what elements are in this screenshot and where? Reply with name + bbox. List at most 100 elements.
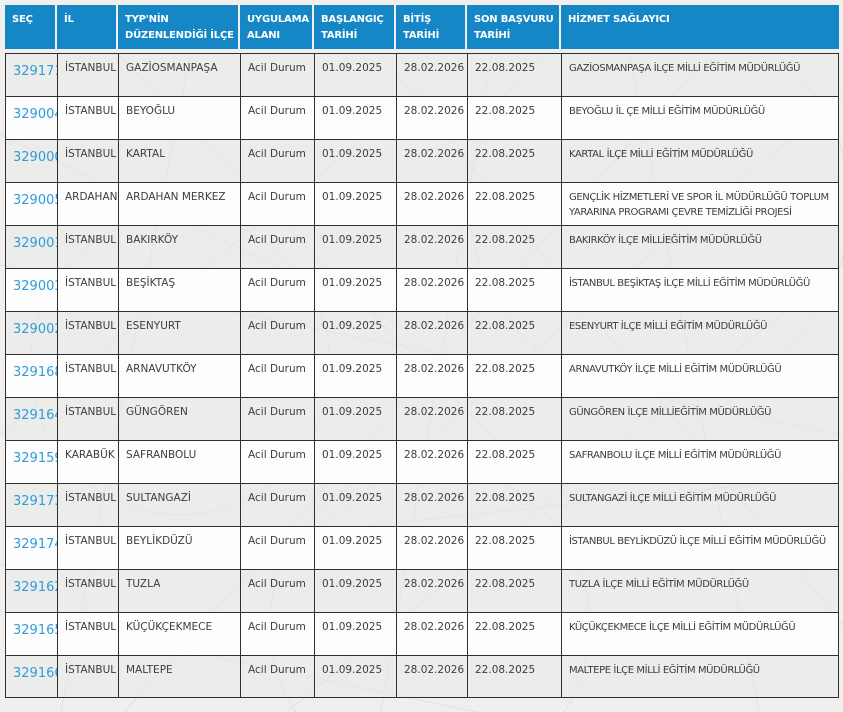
cell-saglayici: SAFRANBOLU İLÇE MİLLİ EĞİTİM MÜDÜRLÜĞÜ [561, 440, 839, 483]
cell-son: 22.08.2025 [467, 311, 561, 354]
cell-il: KARABÜK [57, 440, 118, 483]
cell-sec: 329159 [5, 440, 57, 483]
cell-son: 22.08.2025 [467, 483, 561, 526]
cell-alan: Acil Durum [240, 397, 314, 440]
cell-saglayici: BEYOĞLU İL ÇE MİLLİ EĞİTİM MÜDÜRLÜĞÜ [561, 96, 839, 139]
cell-alan: Acil Durum [240, 225, 314, 268]
typ-id-link[interactable]: 329165 [13, 623, 57, 638]
cell-saglayici: ESENYURT İLÇE MİLLİ EĞİTİM MÜDÜRLÜĞÜ [561, 311, 839, 354]
cell-baslangic: 01.09.2025 [314, 440, 396, 483]
typ-id-link[interactable]: 329001 [13, 236, 57, 251]
typ-id-link[interactable]: 329174 [13, 537, 57, 552]
cell-il: İSTANBUL [57, 655, 118, 698]
cell-sec: 329174 [5, 526, 57, 569]
typ-id-link[interactable]: 329168 [13, 365, 57, 380]
typ-id-link[interactable]: 329002 [13, 322, 57, 337]
cell-saglayici: İSTANBUL BEYLİKDÜZÜ İLÇE MİLLİ EĞİTİM MÜ… [561, 526, 839, 569]
cell-ilce: BAKIRKÖY [118, 225, 240, 268]
typ-id-link[interactable]: 329000 [13, 150, 57, 165]
cell-bitis: 28.02.2026 [396, 569, 467, 612]
typ-id-link[interactable]: 329004 [13, 107, 57, 122]
cell-baslangic: 01.09.2025 [314, 526, 396, 569]
cell-son: 22.08.2025 [467, 655, 561, 698]
column-header-ilce: TYP'NİN DÜZENLENDİĞİ İLÇE [118, 5, 240, 53]
typ-id-link[interactable]: 329173 [13, 494, 57, 509]
cell-ilce: ARDAHAN MERKEZ [118, 182, 240, 225]
table-row: 329002İSTANBULESENYURTAcil Durum01.09.20… [5, 311, 839, 354]
typ-id-link[interactable]: 329162 [13, 580, 57, 595]
cell-ilce: BEYOĞLU [118, 96, 240, 139]
typ-id-link[interactable]: 329164 [13, 408, 57, 423]
typ-id-link[interactable]: 329166 [13, 666, 57, 681]
cell-il: İSTANBUL [57, 612, 118, 655]
cell-bitis: 28.02.2026 [396, 139, 467, 182]
cell-alan: Acil Durum [240, 96, 314, 139]
table-row: 329168İSTANBULARNAVUTKÖYAcil Durum01.09.… [5, 354, 839, 397]
cell-il: İSTANBUL [57, 526, 118, 569]
cell-sec: 329173 [5, 483, 57, 526]
cell-baslangic: 01.09.2025 [314, 139, 396, 182]
cell-son: 22.08.2025 [467, 397, 561, 440]
cell-saglayici: GÜNGÖREN İLÇE MİLLİEĞİTİM MÜDÜRLÜĞÜ [561, 397, 839, 440]
cell-baslangic: 01.09.2025 [314, 397, 396, 440]
cell-sec: 329001 [5, 225, 57, 268]
cell-baslangic: 01.09.2025 [314, 655, 396, 698]
table-row: 329000İSTANBULKARTALAcil Durum01.09.2025… [5, 139, 839, 182]
cell-son: 22.08.2025 [467, 182, 561, 225]
cell-ilce: KÜÇÜKÇEKMECE [118, 612, 240, 655]
cell-sec: 329171 [5, 53, 57, 96]
cell-bitis: 28.02.2026 [396, 655, 467, 698]
cell-alan: Acil Durum [240, 440, 314, 483]
table-row: 329159KARABÜKSAFRANBOLUAcil Durum01.09.2… [5, 440, 839, 483]
cell-son: 22.08.2025 [467, 139, 561, 182]
cell-alan: Acil Durum [240, 53, 314, 96]
column-header-bitis: BİTİŞ TARİHİ [396, 5, 467, 53]
cell-il: İSTANBUL [57, 483, 118, 526]
cell-baslangic: 01.09.2025 [314, 53, 396, 96]
cell-bitis: 28.02.2026 [396, 526, 467, 569]
table-row: 329173İSTANBULSULTANGAZİAcil Durum01.09.… [5, 483, 839, 526]
cell-alan: Acil Durum [240, 655, 314, 698]
cell-ilce: SULTANGAZİ [118, 483, 240, 526]
cell-il: İSTANBUL [57, 225, 118, 268]
cell-bitis: 28.02.2026 [396, 440, 467, 483]
cell-bitis: 28.02.2026 [396, 483, 467, 526]
cell-saglayici: TUZLA İLÇE MİLLİ EĞİTİM MÜDÜRLÜĞÜ [561, 569, 839, 612]
column-header-baslangic: BAŞLANGIÇ TARİHİ [314, 5, 396, 53]
cell-il: İSTANBUL [57, 397, 118, 440]
cell-alan: Acil Durum [240, 311, 314, 354]
cell-il: İSTANBUL [57, 311, 118, 354]
cell-bitis: 28.02.2026 [396, 354, 467, 397]
cell-ilce: ESENYURT [118, 311, 240, 354]
cell-son: 22.08.2025 [467, 354, 561, 397]
typ-id-link[interactable]: 329003 [13, 279, 57, 294]
cell-saglayici: SULTANGAZİ İLÇE MİLLİ EĞİTİM MÜDÜRLÜĞÜ [561, 483, 839, 526]
cell-son: 22.08.2025 [467, 526, 561, 569]
typ-id-link[interactable]: 329171 [13, 64, 57, 79]
cell-ilce: MALTEPE [118, 655, 240, 698]
typ-id-link[interactable]: 329005 [13, 193, 57, 208]
cell-alan: Acil Durum [240, 483, 314, 526]
cell-sec: 329000 [5, 139, 57, 182]
cell-il: İSTANBUL [57, 53, 118, 96]
cell-bitis: 28.02.2026 [396, 268, 467, 311]
cell-il: İSTANBUL [57, 569, 118, 612]
cell-sec: 329004 [5, 96, 57, 139]
cell-baslangic: 01.09.2025 [314, 569, 396, 612]
cell-baslangic: 01.09.2025 [314, 483, 396, 526]
cell-son: 22.08.2025 [467, 268, 561, 311]
cell-saglayici: KARTAL İLÇE MİLLİ EĞİTİM MÜDÜRLÜĞÜ [561, 139, 839, 182]
cell-son: 22.08.2025 [467, 53, 561, 96]
cell-sec: 329005 [5, 182, 57, 225]
cell-alan: Acil Durum [240, 182, 314, 225]
cell-baslangic: 01.09.2025 [314, 96, 396, 139]
cell-bitis: 28.02.2026 [396, 96, 467, 139]
typ-id-link[interactable]: 329159 [13, 451, 57, 466]
table-body: 329171İSTANBULGAZİOSMANPAŞAAcil Durum01.… [5, 53, 839, 698]
cell-ilce: KARTAL [118, 139, 240, 182]
table-row: 329004İSTANBULBEYOĞLUAcil Durum01.09.202… [5, 96, 839, 139]
table-row: 329164İSTANBULGÜNGÖRENAcil Durum01.09.20… [5, 397, 839, 440]
cell-son: 22.08.2025 [467, 96, 561, 139]
cell-saglayici: KÜÇÜKÇEKMECE İLÇE MİLLİ EĞİTİM MÜDÜRLÜĞÜ [561, 612, 839, 655]
cell-ilce: BEŞİKTAŞ [118, 268, 240, 311]
